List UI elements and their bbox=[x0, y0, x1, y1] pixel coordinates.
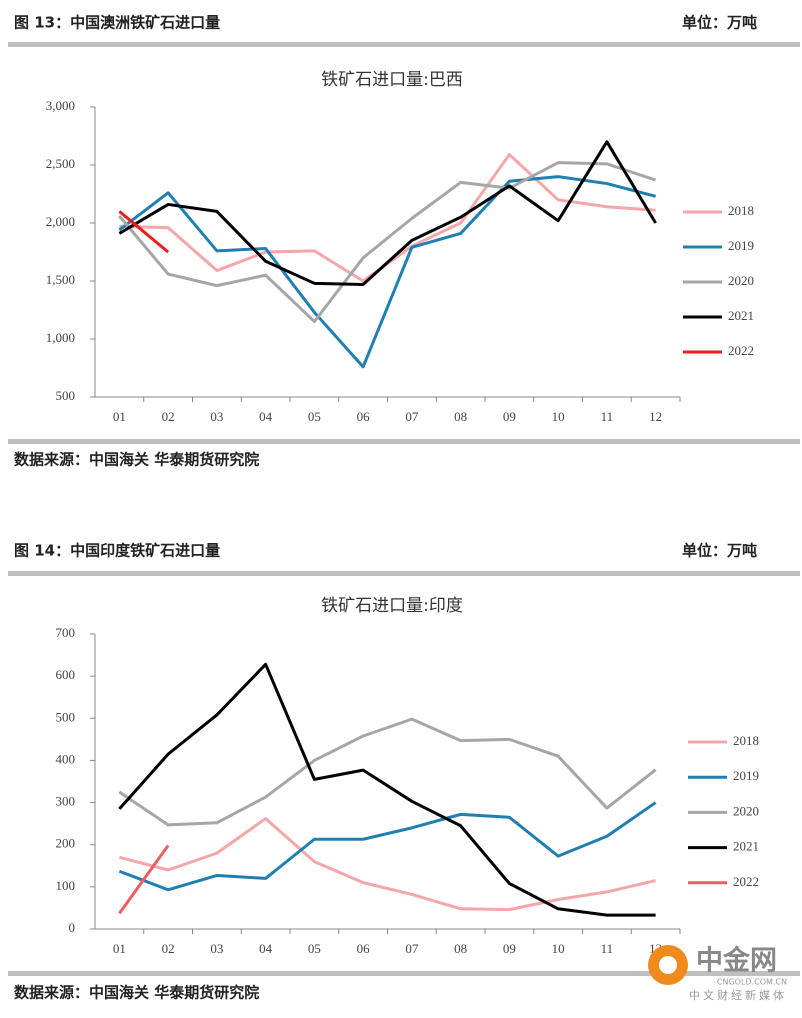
series-line bbox=[118, 801, 657, 892]
x-tick-label: 02 bbox=[162, 409, 175, 424]
legend-label: 2020 bbox=[728, 273, 754, 288]
y-tick-label: 2,000 bbox=[46, 214, 75, 229]
x-tick-label: 01 bbox=[113, 409, 126, 424]
x-tick-label: 04 bbox=[259, 941, 273, 956]
y-tick-label: 1,500 bbox=[46, 272, 75, 287]
unit-label: 单位：万吨 bbox=[682, 14, 757, 32]
x-tick-label: 09 bbox=[503, 941, 516, 956]
y-tick-label: 2,500 bbox=[46, 156, 75, 171]
x-tick-label: 11 bbox=[601, 409, 614, 424]
y-tick-label: 1,000 bbox=[46, 330, 75, 345]
y-tick-label: 100 bbox=[56, 878, 76, 893]
series-line bbox=[118, 210, 170, 254]
figure-caption: 图 13：中国澳洲铁矿石进口量 bbox=[14, 14, 220, 32]
chart-title: 铁矿石进口量:巴西 bbox=[321, 70, 463, 90]
legend-label: 2019 bbox=[728, 238, 754, 253]
x-tick-label: 05 bbox=[308, 941, 321, 956]
x-tick-label: 03 bbox=[210, 941, 223, 956]
logo bbox=[659, 956, 677, 974]
x-tick-label: 11 bbox=[601, 941, 614, 956]
unit-label: 单位：万吨 bbox=[682, 542, 757, 560]
series-line bbox=[118, 175, 657, 369]
rule bbox=[8, 439, 800, 444]
y-tick-label: 300 bbox=[56, 794, 76, 809]
series-line bbox=[118, 140, 657, 286]
x-tick-label: 07 bbox=[405, 941, 419, 956]
series-line bbox=[118, 662, 656, 917]
legend-label: 2019 bbox=[733, 768, 759, 783]
y-tick-label: 3,000 bbox=[46, 98, 75, 113]
x-tick-label: 10 bbox=[552, 409, 565, 424]
series-line bbox=[118, 817, 656, 912]
x-tick-label: 09 bbox=[503, 409, 516, 424]
x-tick-label: 07 bbox=[405, 409, 419, 424]
legend-label: 2021 bbox=[728, 308, 754, 323]
x-tick-label: 04 bbox=[259, 409, 273, 424]
chart-title: 铁矿石进口量:印度 bbox=[321, 596, 463, 616]
x-tick-label: 03 bbox=[210, 409, 223, 424]
legend-label: 2018 bbox=[733, 733, 759, 748]
y-tick-label: 400 bbox=[56, 751, 76, 766]
y-tick-label: 500 bbox=[56, 709, 76, 724]
x-tick-label: 01 bbox=[113, 941, 126, 956]
source-note: 数据来源：中国海关 华泰期货研究院 bbox=[14, 451, 259, 469]
y-tick-label: 700 bbox=[56, 625, 76, 640]
rule bbox=[8, 42, 800, 47]
series-line bbox=[118, 844, 170, 915]
x-tick-label: 06 bbox=[357, 941, 371, 956]
x-tick-label: 08 bbox=[454, 941, 467, 956]
y-tick-label: 0 bbox=[69, 920, 76, 935]
rule bbox=[8, 571, 800, 576]
x-tick-label: 10 bbox=[552, 941, 565, 956]
series-line bbox=[118, 161, 657, 324]
y-tick-label: 600 bbox=[56, 667, 76, 682]
legend-label: 2020 bbox=[733, 803, 759, 818]
rule bbox=[8, 971, 800, 976]
x-tick-label: 08 bbox=[454, 409, 467, 424]
site: CNGOLD.COM.CN bbox=[717, 978, 787, 987]
legend-label: 2022 bbox=[728, 343, 754, 358]
series-line bbox=[118, 717, 657, 827]
legend-label: 2022 bbox=[733, 874, 759, 889]
x-tick-label: 12 bbox=[649, 409, 662, 424]
brand: 中金网 bbox=[696, 945, 777, 977]
x-tick-label: 05 bbox=[308, 409, 321, 424]
legend-label: 2021 bbox=[733, 839, 759, 854]
figure-caption: 图 14：中国印度铁矿石进口量 bbox=[14, 542, 220, 560]
slogan: 中文财经新媒体 bbox=[689, 988, 787, 1002]
y-tick-label: 500 bbox=[56, 388, 76, 403]
x-tick-label: 02 bbox=[162, 941, 175, 956]
x-tick-label: 06 bbox=[357, 409, 371, 424]
legend-label: 2018 bbox=[728, 203, 754, 218]
y-tick-label: 200 bbox=[56, 836, 76, 851]
watermark: 中金网 CNGOLD.COM.CN 中文财经新媒体 bbox=[648, 945, 787, 1002]
source-note: 数据来源：中国海关 华泰期货研究院 bbox=[14, 984, 259, 1002]
